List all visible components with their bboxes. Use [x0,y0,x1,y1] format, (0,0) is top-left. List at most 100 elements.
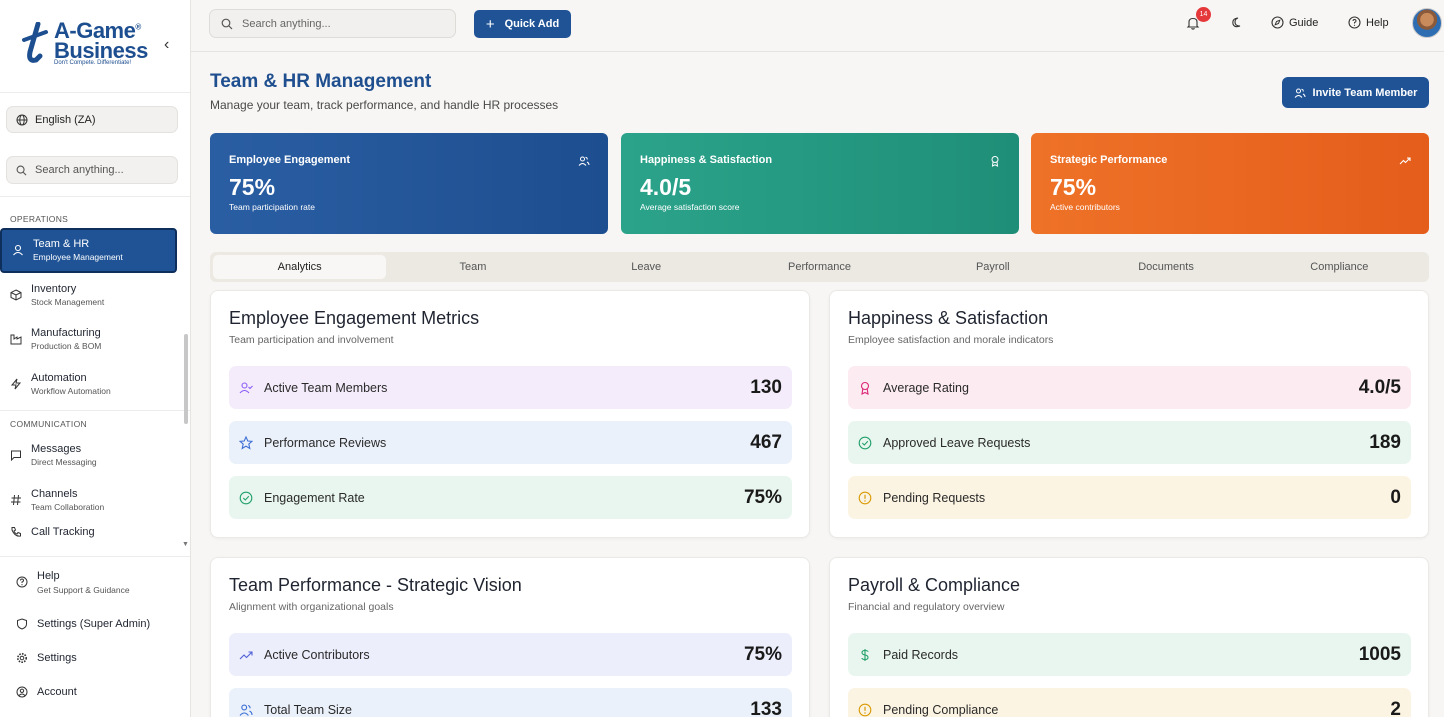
sidebar-item-settings[interactable]: Settings [0,641,190,675]
user-check-icon [239,381,253,393]
help-circle-icon [16,576,28,588]
tab-leave[interactable]: Leave [631,261,662,273]
language-selector[interactable]: English (ZA) [6,106,178,133]
metric-value: 0 [1390,486,1401,508]
invite-team-member-button[interactable]: Invite Team Member [1282,77,1429,108]
sidebar-item-account[interactable]: Account [0,675,190,709]
scroll-down-icon[interactable]: ▼ [182,541,189,548]
sidebar-item-call-tracking[interactable]: Call Tracking [0,522,190,551]
engagement-metrics-card: Employee Engagement Metrics Team partici… [210,290,810,538]
card-subtitle: Financial and regulatory overview [848,601,1005,613]
card-title: Payroll & Compliance [848,575,1021,595]
sidebar-item-messages[interactable]: Messages Direct Messaging [0,433,190,478]
award-icon [991,156,999,167]
help-button[interactable]: Help [1348,16,1389,29]
metric-pending-compliance: Pending Compliance 2 [848,688,1411,717]
sidebar-scrollbar[interactable] [184,334,188,424]
sidebar-item-label: Help [37,569,60,582]
moon-icon[interactable] [1229,16,1242,29]
sidebar-item-channels[interactable]: Channels Team Collaboration [0,478,190,523]
tab-team[interactable]: Team [459,261,487,273]
sidebar-search-placeholder: Search anything... [35,164,124,176]
user-icon [13,245,23,256]
metric-value: 133 [750,698,782,717]
tab-performance[interactable]: Performance [787,261,851,273]
gear-icon [17,653,27,663]
metric-average-rating: Average Rating 4.0/5 [848,366,1411,409]
sidebar-nav[interactable]: OPERATIONS Team & HR Employee Management … [0,198,190,551]
sidebar-item-label: Channels [31,487,78,500]
sidebar-item-sub: Get Support & Guidance [37,584,130,595]
sidebar-item-label: Call Tracking [31,526,95,538]
kpi-subtitle: Active contributors [1050,202,1120,212]
sidebar-item-manufacturing[interactable]: Manufacturing Production & BOM [0,317,190,362]
sidebar-item-inventory[interactable]: Inventory Stock Management [0,273,190,318]
logo-name-line2: Business [54,38,148,63]
logo-mark [22,22,48,63]
sidebar-item-sub: Team Collaboration [31,501,105,512]
metric-label: Pending Requests [883,490,986,505]
metric-label: Approved Leave Requests [883,435,1031,450]
sidebar-search-input[interactable]: Search anything... [6,156,178,184]
kpi-value: 75% [1050,174,1097,200]
divider [0,410,190,411]
help-circle-icon [1348,16,1361,29]
kpi-title: Strategic Performance [1050,154,1168,166]
card-title: Happiness & Satisfaction [848,308,1049,328]
metric-pending-requests: Pending Requests 0 [848,476,1411,519]
tab-compliance[interactable]: Compliance [1310,261,1369,273]
tab-payroll[interactable]: Payroll [975,261,1010,273]
search-placeholder: Search anything... [242,17,331,30]
language-label: English (ZA) [35,113,96,126]
metric-label: Performance Reviews [264,435,387,450]
notification-badge: 14 [1196,7,1211,22]
award-icon [860,381,870,395]
metric-label: Active Contributors [264,647,370,662]
chevron-left-icon[interactable]: ‹ [164,36,170,53]
star-icon [239,435,253,450]
users-icon [239,704,253,716]
metric-engagement-rate: Engagement Rate 75% [229,476,792,519]
bell-icon[interactable] [1186,16,1200,30]
invite-label: Invite Team Member [1312,86,1418,99]
sidebar-item-help[interactable]: Help Get Support & Guidance [0,557,190,607]
metric-value: 2 [1390,698,1401,717]
card-subtitle: Employee satisfaction and morale indicat… [848,334,1054,346]
tab-documents[interactable]: Documents [1138,261,1194,273]
sidebar-item-automation[interactable]: Automation Workflow Automation [0,362,190,407]
metric-label: Active Team Members [264,380,388,395]
metric-label: Average Rating [883,380,969,395]
alert-circle-icon [858,703,872,716]
sidebar-item-team-hr[interactable]: Team & HR Employee Management [0,228,177,273]
box-icon [10,289,22,301]
sidebar-item-label: Messages [31,443,82,456]
tab-analytics[interactable]: Analytics [213,255,387,279]
metric-active-contributors: Active Contributors 75% [229,633,792,676]
trending-up-icon [1399,157,1411,165]
happiness-satisfaction-card: Happiness & Satisfaction Employee satisf… [829,290,1429,538]
metric-label: Engagement Rate [264,490,365,505]
kpi-subtitle: Team participation rate [229,202,315,212]
logo-name-line1: A-Game® [54,18,141,43]
metric-total-team-size: Total Team Size 133 [229,688,792,717]
sidebar-item-label: Account [37,686,77,698]
divider [0,196,190,197]
globe-icon [16,114,28,125]
logo-area: A-Game® Business Don't Compete. Differen… [0,0,190,93]
avatar[interactable] [1412,8,1442,38]
metric-value: 189 [1369,431,1401,453]
check-circle-icon [239,491,253,504]
metric-label: Paid Records [883,647,959,662]
metric-paid-records: Paid Records 1005 [848,633,1411,676]
kpi-title: Employee Engagement [229,154,351,166]
guide-button[interactable]: Guide [1271,16,1318,29]
sidebar-item-sub: Stock Management [31,296,105,307]
card-subtitle: Alignment with organizational goals [229,601,394,613]
quick-add-button[interactable]: + Quick Add [474,10,571,38]
sidebar: A-Game® Business Don't Compete. Differen… [0,0,191,717]
metric-value: 75% [743,643,782,665]
sidebar-item-settings-super-admin[interactable]: Settings (Super Admin) [0,607,190,641]
kpi-value: 4.0/5 [640,174,692,200]
users-icon [1294,88,1306,98]
search-input[interactable]: Search anything... [209,9,456,38]
